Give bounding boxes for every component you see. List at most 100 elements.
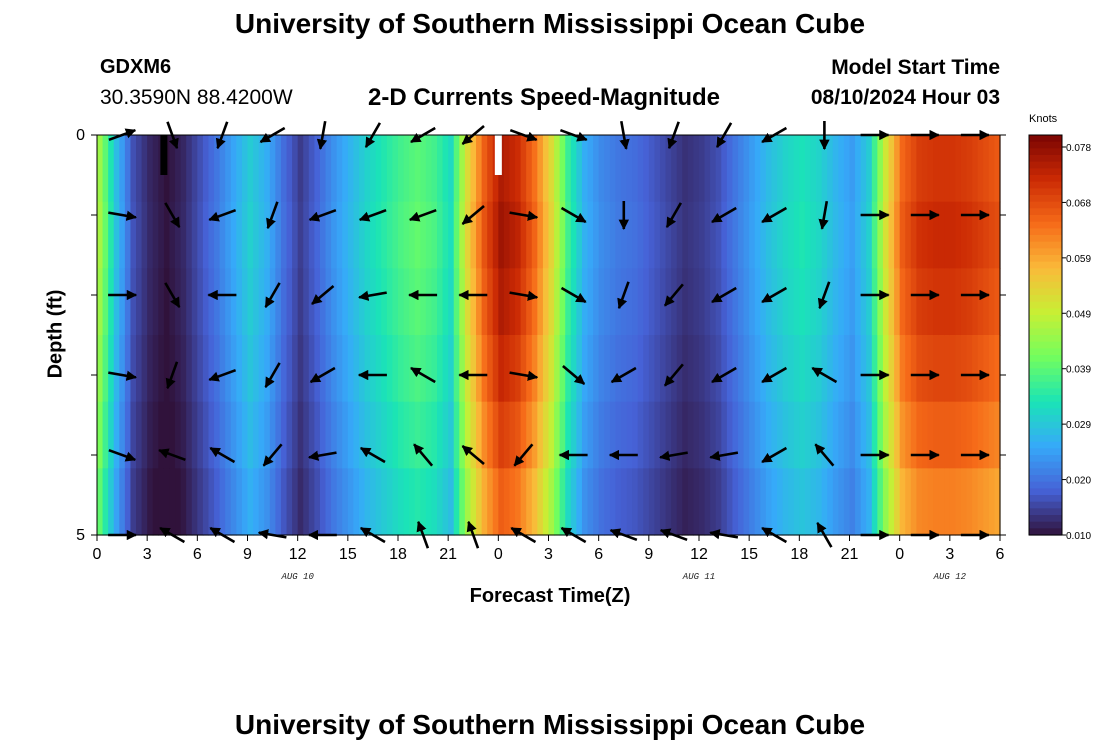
heatmap-cell	[882, 401, 890, 469]
heatmap-cell	[253, 401, 260, 469]
heatmap-cell	[821, 468, 828, 536]
heatmap-cell	[241, 468, 249, 536]
heatmap-cell	[437, 401, 444, 469]
heatmap-cell	[771, 401, 778, 469]
heatmap-cell	[576, 268, 583, 336]
heatmap-cell	[559, 468, 566, 536]
heatmap-cell	[353, 401, 360, 469]
heatmap-cell	[314, 401, 321, 469]
current-vector-arrow	[709, 450, 739, 461]
current-vector-arrow	[814, 443, 835, 467]
heatmap-cell	[738, 135, 745, 203]
colorbar-tick-label: 0.059	[1066, 254, 1091, 265]
heatmap-cell	[988, 135, 996, 203]
heatmap-cell	[910, 401, 917, 469]
heatmap-cell	[425, 335, 433, 403]
x-tick-label: 6	[996, 546, 1005, 563]
heatmap-cell	[147, 135, 154, 203]
colorbar-segment	[1029, 368, 1062, 376]
heatmap-cell	[960, 335, 968, 403]
heatmap-cell	[838, 335, 845, 403]
heatmap-cell	[899, 135, 906, 203]
colorbar-segment	[1029, 141, 1062, 149]
heatmap-cell	[136, 268, 143, 336]
current-vector-arrow	[108, 370, 137, 381]
heatmap-cell	[860, 335, 867, 403]
heatmap-cell	[392, 468, 399, 536]
heatmap-cell	[921, 135, 929, 203]
heatmap-cell	[247, 201, 254, 269]
heatmap-cell	[855, 468, 862, 536]
heatmap-cell	[994, 201, 1001, 269]
heatmap-cell	[358, 335, 366, 403]
heatmap-cell	[866, 268, 873, 336]
heatmap-cell	[799, 335, 806, 403]
heatmap-cell	[743, 268, 750, 336]
heatmap-cell	[481, 268, 488, 336]
heatmap-cell	[838, 268, 845, 336]
heatmap-cell	[648, 401, 655, 469]
heatmap-cell	[665, 468, 672, 536]
heatmap-cell	[888, 268, 895, 336]
heatmap-cell	[509, 201, 516, 269]
heatmap-cell	[180, 468, 187, 536]
current-vector-arrow	[513, 443, 534, 467]
heatmap-cell	[721, 268, 728, 336]
heatmap-cell	[838, 201, 845, 269]
heatmap-cell	[972, 201, 979, 269]
heatmap-cell	[169, 268, 176, 336]
heatmap-cell	[916, 468, 923, 536]
colorbar-segment	[1029, 461, 1062, 469]
heatmap-cell	[687, 201, 695, 269]
heatmap-cell	[136, 135, 143, 203]
colorbar-segment	[1029, 388, 1062, 396]
heatmap-cell	[325, 468, 332, 536]
current-vector-arrow	[164, 282, 181, 309]
heatmap-cell	[208, 201, 215, 269]
heatmap-cell	[152, 135, 159, 203]
heatmap-cell	[258, 135, 265, 203]
heatmap-cell	[715, 468, 722, 536]
colorbar-segment	[1029, 175, 1062, 183]
heatmap-cell	[403, 268, 410, 336]
colorbar-segment	[1029, 515, 1062, 523]
heatmap-cell	[972, 335, 979, 403]
heatmap-cell	[654, 268, 661, 336]
heatmap-cell	[498, 268, 505, 336]
heatmap-cell	[604, 335, 611, 403]
current-vector-arrow	[711, 286, 737, 304]
heatmap-cell	[966, 201, 973, 269]
heatmap-cell	[671, 468, 678, 536]
heatmap-cell	[793, 268, 800, 336]
missing-data-marker	[160, 135, 168, 175]
x-axis-label: Forecast Time(Z)	[469, 585, 631, 607]
current-vector-arrow	[108, 210, 137, 221]
x-tick-label: 3	[544, 546, 553, 563]
heatmap-cell	[102, 201, 109, 269]
current-vector-arrow	[262, 443, 283, 467]
heatmap-cell	[297, 268, 304, 336]
heatmap-cell	[632, 468, 639, 536]
heatmap-cell	[509, 401, 516, 469]
heatmap-cell	[520, 201, 527, 269]
heatmap-cell	[225, 401, 232, 469]
heatmap-cell	[219, 335, 226, 403]
heatmap-cell	[102, 268, 109, 336]
heatmap-cell	[732, 135, 739, 203]
heatmap-cell	[671, 401, 678, 469]
heatmap-cell	[804, 135, 812, 203]
heatmap-cell	[972, 268, 979, 336]
heatmap-cell	[687, 401, 695, 469]
x-tick-label: 0	[895, 546, 904, 563]
heatmap-cell	[843, 268, 851, 336]
heatmap-cell	[771, 201, 778, 269]
heatmap-cell	[470, 401, 477, 469]
heatmap-cell	[816, 335, 823, 403]
heatmap-cell	[671, 201, 678, 269]
heatmap-cell	[297, 401, 304, 469]
heatmap-cell	[297, 468, 304, 536]
heatmap-cell	[437, 268, 444, 336]
heatmap-cell	[816, 468, 823, 536]
current-vector-arrow	[408, 208, 437, 222]
heatmap-cell	[994, 135, 1001, 203]
